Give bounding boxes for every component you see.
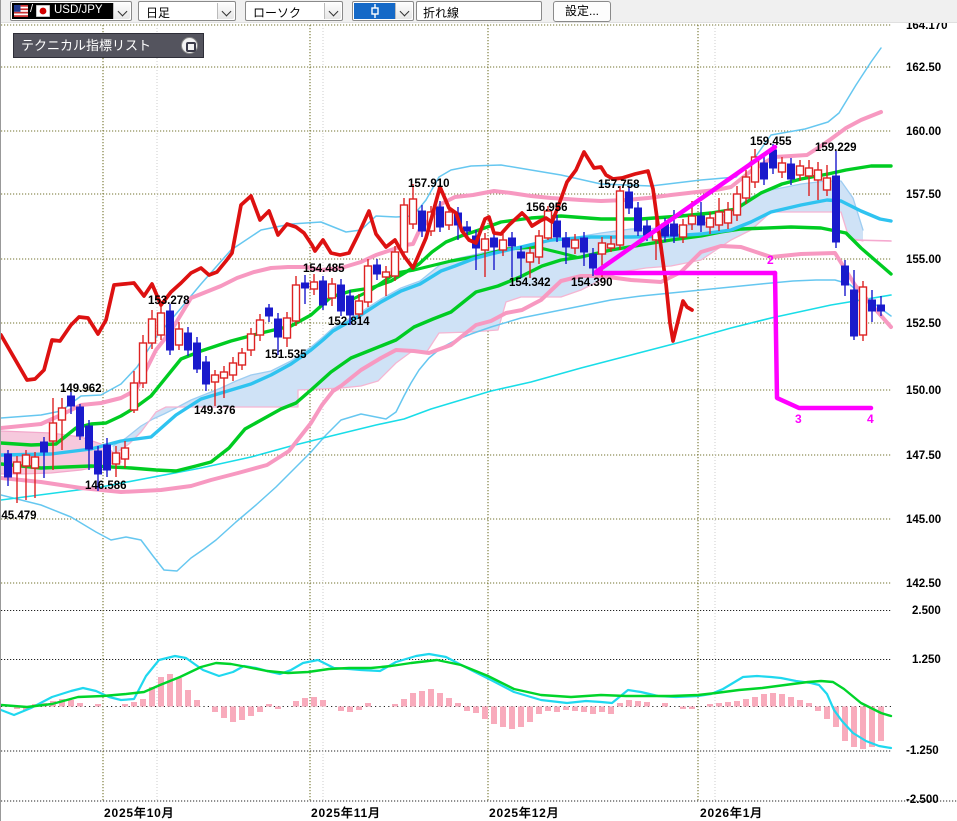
svg-text:156.956: 156.956 (526, 202, 568, 214)
svg-text:2025年12月: 2025年12月 (489, 805, 559, 820)
svg-text:2.500: 2.500 (912, 605, 941, 617)
svg-text:150.00: 150.00 (906, 385, 941, 397)
svg-text:164.170: 164.170 (906, 20, 948, 32)
svg-text:152.50: 152.50 (906, 318, 941, 330)
svg-text:157.50: 157.50 (906, 189, 941, 201)
svg-text:160.00: 160.00 (906, 126, 941, 138)
svg-text:162.50: 162.50 (906, 62, 941, 74)
svg-text:157.910: 157.910 (408, 178, 450, 190)
svg-text:145.479: 145.479 (1, 510, 37, 522)
svg-text:154.342: 154.342 (509, 277, 551, 289)
svg-text:152.814: 152.814 (328, 316, 370, 328)
svg-text:154.485: 154.485 (303, 263, 345, 275)
svg-text:2026年1月: 2026年1月 (700, 805, 763, 820)
svg-text:149.376: 149.376 (194, 405, 236, 417)
svg-text:3: 3 (795, 412, 802, 426)
svg-text:-1.250: -1.250 (906, 745, 939, 757)
svg-text:4: 4 (867, 412, 874, 426)
svg-text:146.586: 146.586 (85, 480, 127, 492)
svg-text:2: 2 (767, 253, 774, 267)
svg-text:2025年11月: 2025年11月 (311, 805, 381, 820)
svg-text:159.455: 159.455 (750, 136, 792, 148)
svg-text:149.962: 149.962 (60, 383, 102, 395)
svg-text:2025年10月: 2025年10月 (104, 805, 174, 820)
svg-text:154.390: 154.390 (571, 277, 613, 289)
svg-text:159.229: 159.229 (815, 142, 857, 154)
svg-text:142.50: 142.50 (906, 578, 941, 590)
svg-text:-2.500: -2.500 (906, 794, 939, 806)
svg-text:147.50: 147.50 (906, 450, 941, 462)
svg-text:145.00: 145.00 (906, 514, 941, 526)
svg-text:157.758: 157.758 (598, 179, 640, 191)
svg-text:151.535: 151.535 (265, 349, 307, 361)
svg-text:155.00: 155.00 (906, 254, 941, 266)
svg-text:153.278: 153.278 (148, 295, 190, 307)
svg-text:1.250: 1.250 (912, 654, 941, 666)
